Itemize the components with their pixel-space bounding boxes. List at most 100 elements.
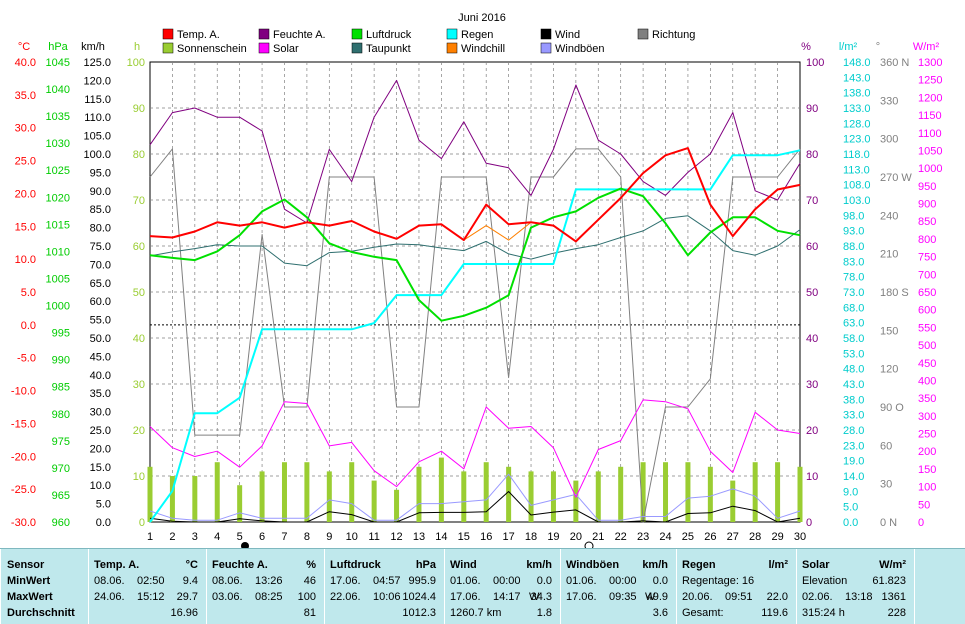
x-axis-labels: 1 2 3 4 5 6 7 8 9 10 11 12 13 14 15 16 17 18 19 20 21 22 23 24 2… bbox=[147, 531, 806, 543]
sunshine-bar bbox=[169, 476, 175, 522]
sun-tick-label: 20 bbox=[133, 425, 145, 437]
pressure-tick-label: 990 bbox=[52, 355, 70, 367]
x-tick-label: 26 bbox=[704, 531, 716, 543]
x-tick-label: 18 bbox=[525, 531, 537, 543]
stats-gust-col: Windböen km/h 01.06. 00:00 0.0 17.06. 09:35 W… bbox=[560, 549, 676, 624]
rain-tick-label: 0.0 bbox=[843, 517, 858, 529]
sunshine-bar bbox=[214, 462, 220, 522]
wind-tick-label: 35.0 bbox=[90, 388, 111, 400]
solar-sun-hours: 315:24 h bbox=[802, 607, 845, 619]
rain-tick-label: 83.0 bbox=[843, 256, 864, 268]
sun-tick-label: 80 bbox=[133, 149, 145, 161]
rain-tick-label: 148.0 bbox=[843, 57, 871, 69]
solar-tick-label: 600 bbox=[918, 305, 936, 317]
legend-swatch bbox=[351, 28, 363, 40]
temp-tick-label: -10.0 bbox=[11, 386, 36, 398]
sunshine-bar bbox=[416, 466, 422, 522]
solar-tick-label: 400 bbox=[918, 375, 936, 387]
sun-tick-label: 50 bbox=[133, 287, 145, 299]
sunshine-bar bbox=[281, 462, 287, 522]
solar-tick-label: 350 bbox=[918, 393, 936, 405]
sunshine-bar bbox=[326, 471, 332, 522]
pressure-tick-label: 970 bbox=[52, 463, 70, 475]
rain-max-value: 22.0 bbox=[766, 591, 788, 603]
hum-max-time: 08:25 bbox=[255, 591, 283, 603]
solar-tick-label: 1050 bbox=[918, 145, 942, 157]
legend-label: Wind bbox=[555, 29, 580, 41]
legend-label: Taupunkt bbox=[366, 43, 411, 55]
rain-max-date: 20.06. bbox=[682, 591, 713, 603]
hum-min-value: 46 bbox=[303, 575, 316, 587]
temp-tick-label: -25.0 bbox=[11, 484, 36, 496]
legend-label: Windböen bbox=[555, 43, 605, 55]
stats-label-max: MaxWert bbox=[7, 591, 53, 603]
gust-max-value: 49.9 bbox=[646, 591, 668, 603]
press-avg-value: 1012.3 bbox=[402, 607, 436, 619]
sun-tick-label: 30 bbox=[133, 379, 145, 391]
rain-tick-label: 143.0 bbox=[843, 72, 871, 84]
gust-min-value: 0.0 bbox=[652, 575, 668, 587]
solar-tick-label: 150 bbox=[918, 464, 936, 476]
legend-swatch bbox=[637, 28, 649, 40]
new-moon-icon bbox=[241, 542, 249, 548]
rain-tick-label: 19.0 bbox=[843, 456, 864, 468]
gust-max-date: 17.06. bbox=[566, 591, 597, 603]
temp-tick-label: 35.0 bbox=[15, 90, 36, 102]
wind-tick-label: 95.0 bbox=[90, 167, 111, 179]
sunshine-bar bbox=[730, 480, 736, 522]
wind-tick-label: 15.0 bbox=[90, 462, 111, 474]
wind-tick-label: 45.0 bbox=[90, 351, 111, 363]
sun-tick-label: 90 bbox=[133, 103, 145, 115]
sunshine-bar bbox=[461, 471, 467, 522]
wind-header: Wind bbox=[450, 559, 477, 571]
series-lines bbox=[149, 79, 801, 523]
press-max-date: 22.06. bbox=[330, 591, 361, 603]
rain-total-label: Gesamt: bbox=[682, 607, 724, 619]
x-tick-label: 6 bbox=[259, 531, 265, 543]
solar-header: Solar bbox=[802, 559, 830, 571]
solar-tick-label: 0 bbox=[918, 517, 924, 529]
series-line-solar bbox=[149, 399, 801, 498]
gust-max-dir: W bbox=[645, 591, 656, 603]
rain-tick-label: 93.0 bbox=[843, 226, 864, 238]
sunshine-bar bbox=[775, 462, 781, 522]
solar-tick-label: 1000 bbox=[918, 163, 942, 175]
wind-tick-label: 85.0 bbox=[90, 204, 111, 216]
rain-tick-label: 9.0 bbox=[843, 486, 858, 498]
wind-tick-label: 40.0 bbox=[90, 370, 111, 382]
sun-tick-label: 40 bbox=[133, 333, 145, 345]
solar-tick-label: 1100 bbox=[918, 128, 942, 140]
solar-max-time: 13:18 bbox=[845, 591, 873, 603]
wind-min-date: 01.06. bbox=[450, 575, 481, 587]
solar-max-value: 1361 bbox=[881, 591, 906, 603]
rain-tick-label: 28.0 bbox=[843, 425, 864, 437]
rain-tick-label: 103.0 bbox=[843, 195, 871, 207]
wind-tick-label: 5.0 bbox=[96, 499, 111, 511]
series-line-richtung bbox=[149, 148, 801, 523]
stats-wind-col: Wind km/h 01.06. 00:00 0.0 17.06. 14:17 W 34.3… bbox=[444, 549, 560, 624]
x-tick-label: 30 bbox=[794, 531, 806, 543]
moon-icons bbox=[241, 541, 594, 548]
x-tick-label: 14 bbox=[435, 531, 447, 543]
solar-tick-label: 750 bbox=[918, 252, 936, 264]
dir-tick-label: 0 N bbox=[880, 517, 897, 529]
wind-unit-label: km/h bbox=[526, 559, 552, 571]
hum-avg-value: 81 bbox=[303, 607, 316, 619]
pressure-tick-label: 960 bbox=[52, 517, 70, 529]
solar-tick-label: 300 bbox=[918, 411, 936, 423]
x-tick-label: 4 bbox=[214, 531, 220, 543]
sunshine-bar bbox=[640, 462, 646, 522]
statistics-panel: Sensor MinWert MaxWert Durchschnitt Temp… bbox=[0, 548, 965, 624]
series-line-taupunkt bbox=[149, 215, 801, 267]
solar-tick-label: 700 bbox=[918, 269, 936, 281]
series-line-feuchte-a bbox=[149, 79, 801, 224]
humidity-tick-label: 0 bbox=[806, 517, 812, 529]
pressure-tick-label: 995 bbox=[52, 328, 70, 340]
x-tick-label: 7 bbox=[281, 531, 287, 543]
sunshine-bar bbox=[685, 462, 691, 522]
rain-tick-label: 68.0 bbox=[843, 302, 864, 314]
rain-tick-label: 128.0 bbox=[843, 118, 871, 130]
wind-tick-label: 30.0 bbox=[90, 407, 111, 419]
rain-tick-label: 53.0 bbox=[843, 348, 864, 360]
solar-tick-label: 250 bbox=[918, 429, 936, 441]
